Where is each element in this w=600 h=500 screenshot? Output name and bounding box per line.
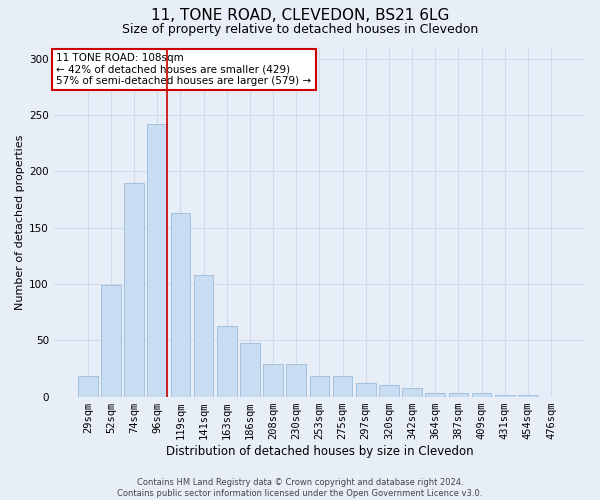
Text: Size of property relative to detached houses in Clevedon: Size of property relative to detached ho… [122,22,478,36]
Text: 11, TONE ROAD, CLEVEDON, BS21 6LG: 11, TONE ROAD, CLEVEDON, BS21 6LG [151,8,449,22]
Bar [124,182,144,396]
X-axis label: Distribution of detached houses by size in Clevedon: Distribution of detached houses by size … [166,444,473,458]
Bar [194,275,214,396]
Bar [170,213,190,396]
Bar [78,376,98,396]
Bar [356,383,376,396]
Bar [263,364,283,396]
Bar [217,326,236,396]
Bar [402,388,422,396]
Bar [449,393,468,396]
Text: Contains HM Land Registry data © Crown copyright and database right 2024.
Contai: Contains HM Land Registry data © Crown c… [118,478,482,498]
Bar [148,124,167,396]
Bar [425,393,445,396]
Text: 11 TONE ROAD: 108sqm
← 42% of detached houses are smaller (429)
57% of semi-deta: 11 TONE ROAD: 108sqm ← 42% of detached h… [56,52,311,86]
Bar [310,376,329,396]
Bar [101,285,121,397]
Bar [240,342,260,396]
Bar [286,364,306,396]
Bar [379,386,399,396]
Bar [333,376,352,396]
Y-axis label: Number of detached properties: Number of detached properties [15,134,25,310]
Bar [472,393,491,396]
